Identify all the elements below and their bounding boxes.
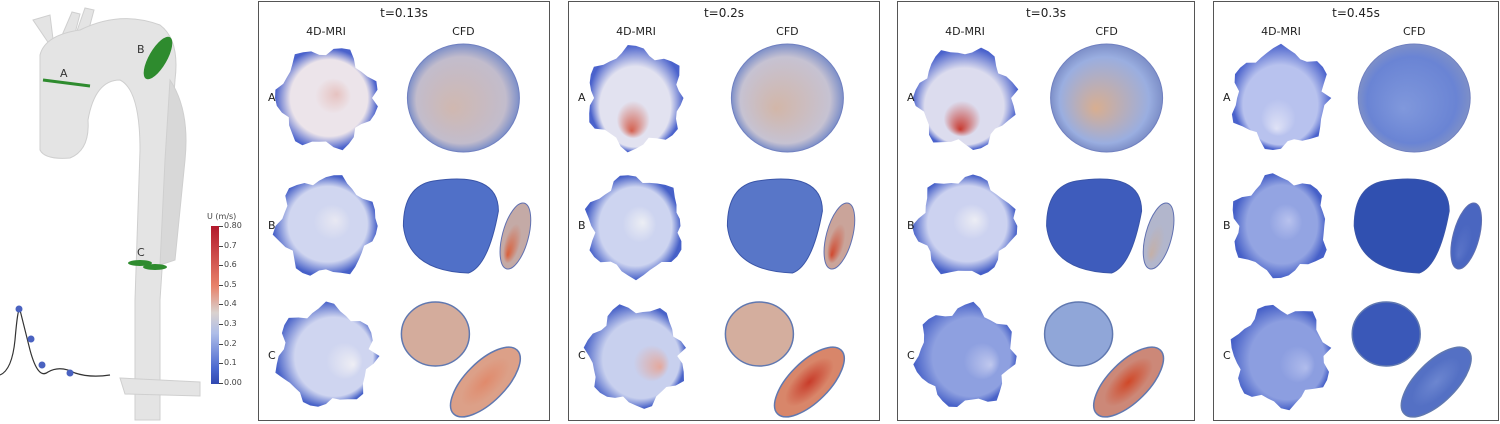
time-label: t=0.45s bbox=[1332, 6, 1380, 20]
cfd-velocity-map bbox=[1050, 43, 1164, 153]
row-label: B bbox=[1223, 219, 1231, 232]
cfd-false-lumen-map bbox=[823, 202, 856, 270]
cfd-true-lumen-map bbox=[1351, 301, 1421, 367]
row-label: A bbox=[1223, 91, 1231, 104]
mri-velocity-map bbox=[583, 304, 686, 409]
row-label: B bbox=[578, 219, 586, 232]
mri-velocity-map bbox=[584, 175, 682, 281]
timepoint-panel: t=0.2s 4D-MRI CFD A B C bbox=[568, 1, 880, 421]
cfd-velocity-map bbox=[730, 43, 844, 153]
mri-velocity-map bbox=[275, 48, 378, 151]
column-header-cfd: CFD bbox=[452, 25, 475, 38]
cfd-true-lumen-map bbox=[726, 178, 823, 274]
row-label: C bbox=[1223, 349, 1231, 362]
row-label: A bbox=[268, 91, 276, 104]
colorbar-tick: 0.4 bbox=[219, 299, 237, 309]
aorta-model: A B C bbox=[0, 7, 201, 421]
cfd-false-lumen-map bbox=[499, 202, 532, 270]
timepoint-panel: t=0.13s 4D-MRI CFD A B C bbox=[258, 1, 550, 421]
cfd-true-lumen-map bbox=[400, 301, 471, 367]
section-c-disc bbox=[128, 260, 152, 266]
cfd-false-lumen-map bbox=[1400, 346, 1472, 418]
cfd-true-lumen-map bbox=[1046, 178, 1143, 274]
cfd-false-lumen-map bbox=[1142, 202, 1175, 270]
aortic-arch bbox=[39, 18, 177, 421]
colorbar bbox=[211, 226, 219, 384]
cfd-velocity-map bbox=[406, 43, 520, 153]
column-header-mri: 4D-MRI bbox=[1261, 25, 1301, 38]
mri-velocity-map bbox=[589, 45, 684, 153]
section-c-disc-2 bbox=[143, 264, 167, 270]
row-label: B bbox=[907, 219, 915, 232]
mri-velocity-map bbox=[913, 301, 1017, 407]
column-header-cfd: CFD bbox=[1402, 25, 1426, 38]
colorbar-tick: 0.7 bbox=[219, 240, 237, 250]
cfd-false-lumen-map bbox=[1450, 202, 1483, 270]
time-label: t=0.2s bbox=[703, 6, 745, 20]
mri-velocity-map bbox=[1230, 304, 1332, 411]
mri-velocity-map bbox=[272, 175, 378, 276]
colorbar-tick: 0.00 bbox=[219, 377, 242, 387]
row-label: C bbox=[907, 349, 915, 362]
column-header-mri: 4D-MRI bbox=[306, 25, 346, 38]
colorbar-tick: 0.3 bbox=[219, 319, 237, 328]
row-label: C bbox=[268, 349, 276, 362]
cfd-true-lumen-map bbox=[402, 178, 499, 274]
mri-velocity-map bbox=[1232, 173, 1327, 279]
row-label: A bbox=[578, 91, 586, 104]
waveform-point-2 bbox=[27, 335, 35, 343]
row-label: C bbox=[578, 349, 586, 362]
cfd-false-lumen-map bbox=[1093, 346, 1165, 418]
velocity-maps bbox=[272, 43, 532, 418]
mri-velocity-map bbox=[912, 174, 1018, 276]
waveform-point-4 bbox=[66, 369, 74, 377]
cfd-true-lumen-map bbox=[1043, 301, 1114, 367]
waveform-point-1 bbox=[15, 305, 23, 313]
waveform-point-3 bbox=[38, 361, 46, 369]
mri-velocity-map bbox=[912, 47, 1019, 150]
iliac-branch bbox=[119, 377, 201, 397]
colorbar-title: U (m/s) bbox=[207, 212, 237, 221]
timepoint-panel: t=0.3s 4D-MRI CFD A B C bbox=[897, 1, 1195, 421]
false-lumen bbox=[159, 78, 187, 266]
colorbar-tick: 0.1 bbox=[219, 358, 237, 368]
velocity-maps bbox=[1230, 43, 1483, 418]
cfd-true-lumen-map bbox=[1353, 178, 1450, 274]
section-label-c: C bbox=[137, 246, 145, 259]
time-label: t=0.3s bbox=[1025, 6, 1067, 20]
timepoint-panel: t=0.45s 4D-MRI CFD A B C bbox=[1213, 1, 1499, 421]
cfd-false-lumen-map bbox=[773, 346, 845, 418]
colorbar-tick: 0.2 bbox=[219, 338, 237, 348]
column-header-cfd: CFD bbox=[776, 25, 799, 38]
cfd-false-lumen-map bbox=[449, 346, 521, 418]
velocity-maps bbox=[583, 43, 856, 418]
row-label: B bbox=[268, 219, 276, 232]
time-label: t=0.13s bbox=[380, 6, 428, 20]
column-header-cfd: CFD bbox=[1095, 25, 1118, 38]
section-a-line bbox=[42, 78, 91, 88]
cfd-true-lumen-map bbox=[724, 301, 795, 367]
cfd-velocity-map bbox=[1357, 43, 1471, 153]
mri-velocity-map bbox=[1231, 43, 1332, 150]
row-label: A bbox=[907, 91, 915, 104]
colorbar-tick: 0.80 bbox=[219, 221, 242, 230]
column-header-mri: 4D-MRI bbox=[616, 25, 656, 38]
section-label-b: B bbox=[137, 43, 145, 56]
section-b-disc bbox=[143, 36, 173, 80]
column-header-mri: 4D-MRI bbox=[945, 25, 985, 38]
mri-velocity-map bbox=[275, 301, 380, 407]
colorbar-tick: 0.5 bbox=[219, 279, 237, 289]
velocity-maps bbox=[912, 43, 1175, 418]
flow-waveform bbox=[0, 308, 111, 377]
colorbar-tick: 0.6 bbox=[219, 260, 237, 270]
section-label-a: A bbox=[60, 67, 68, 80]
